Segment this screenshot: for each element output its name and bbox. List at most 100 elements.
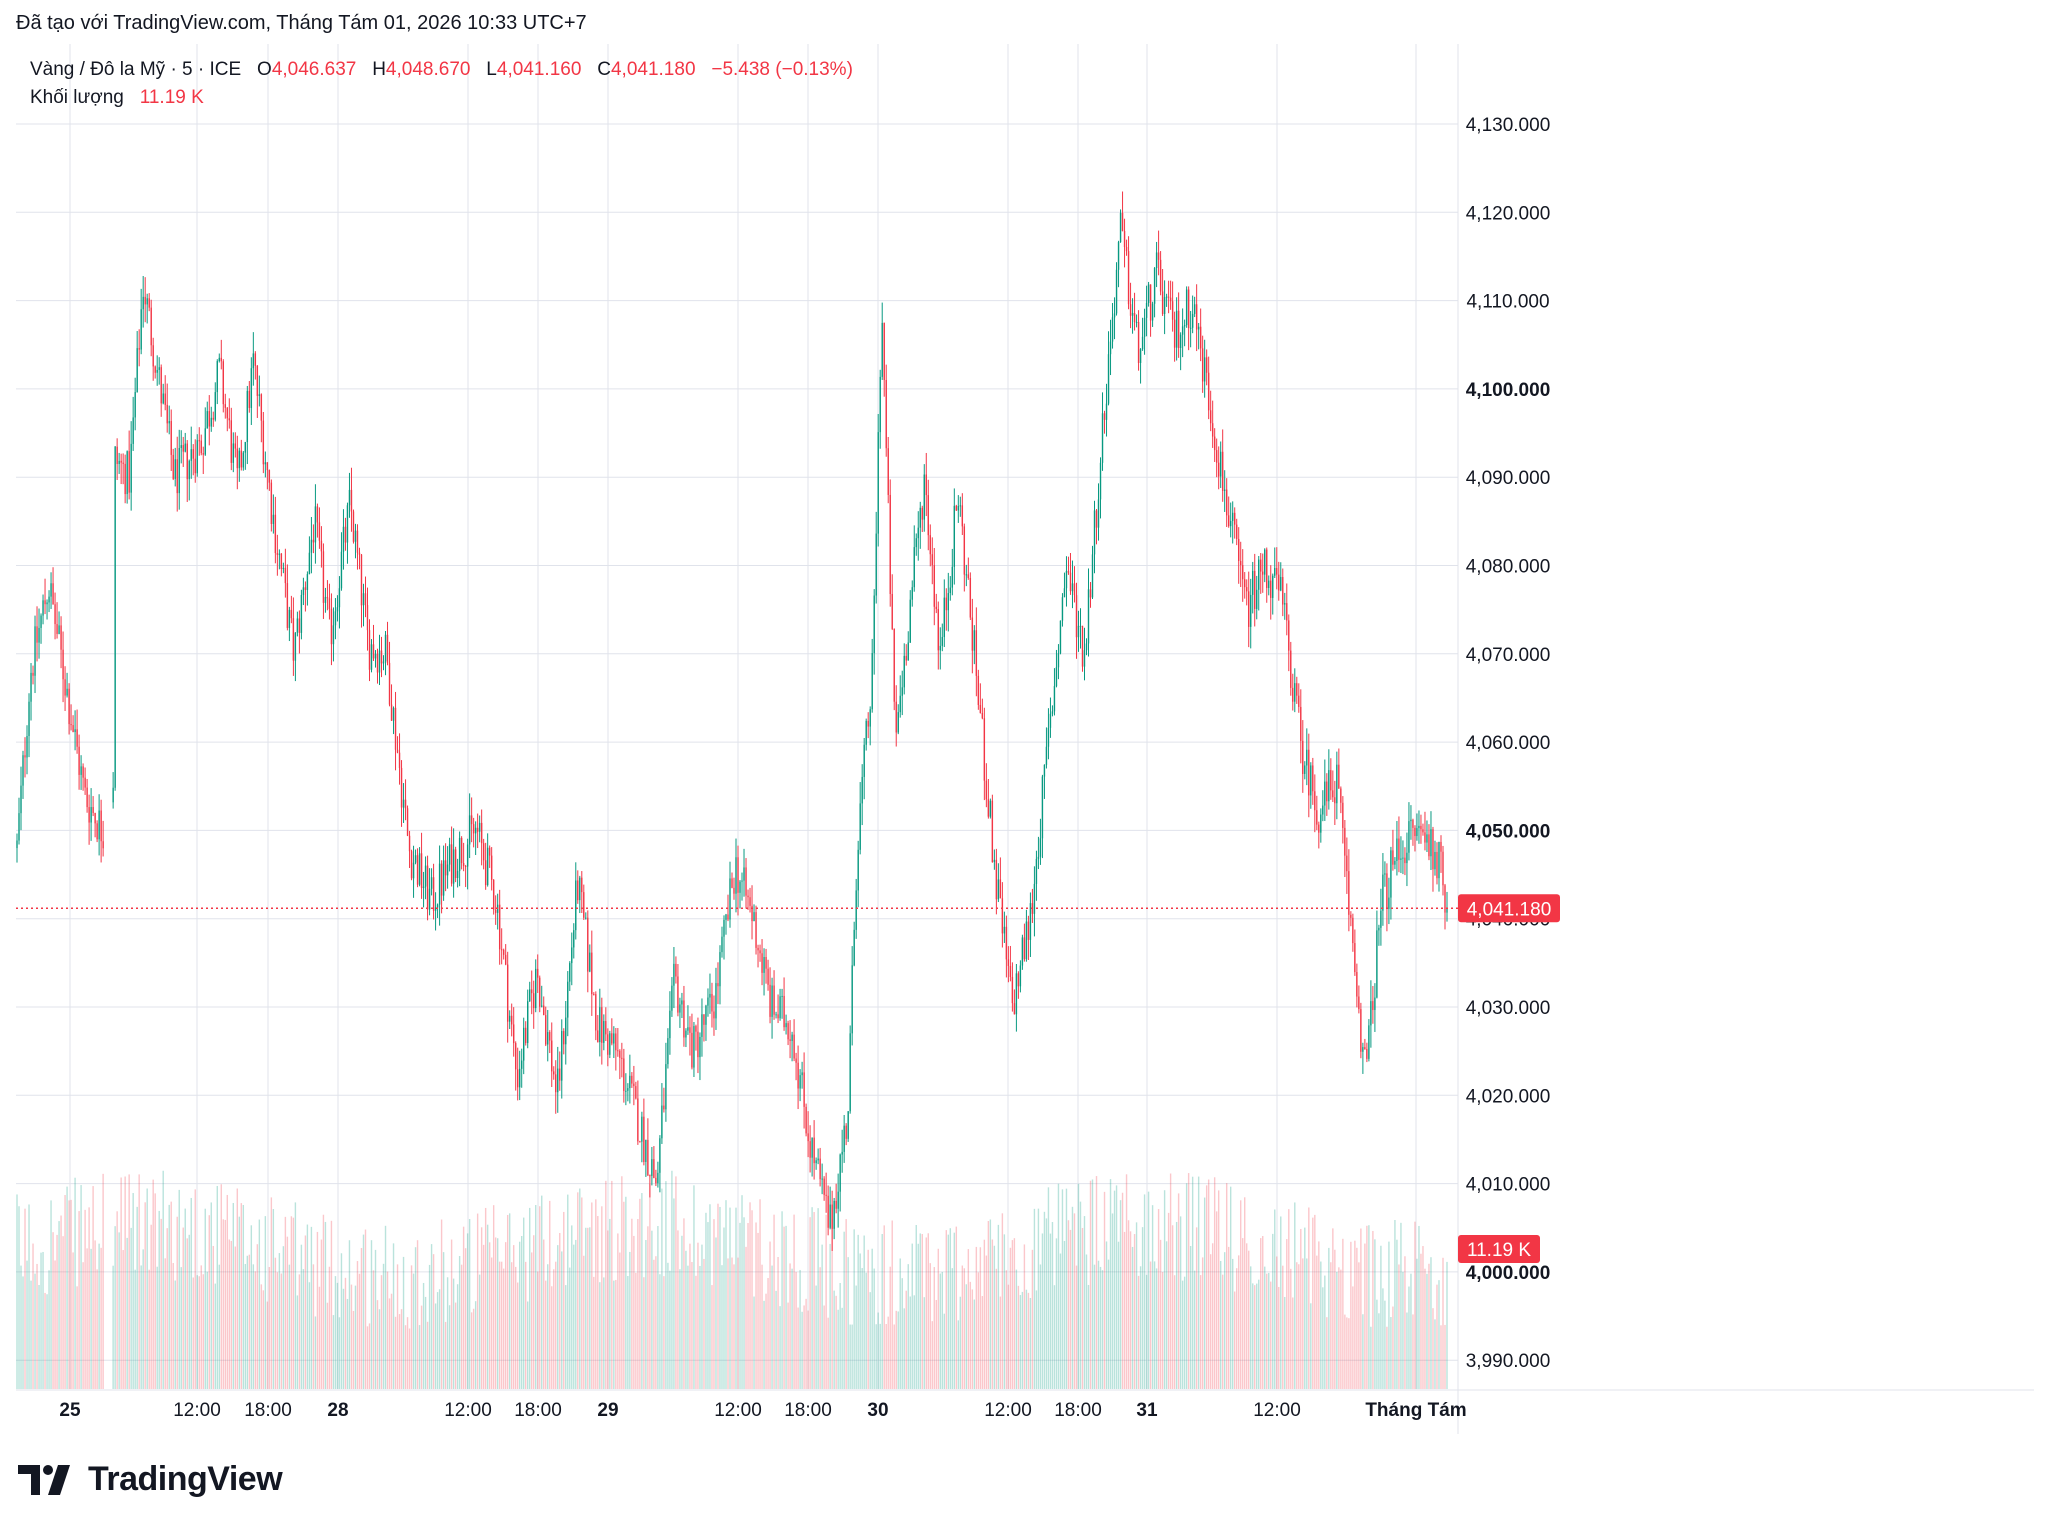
volume-bar <box>352 1310 355 1389</box>
candle <box>384 631 387 676</box>
legend-high-value: 4,048.670 <box>385 59 471 80</box>
candle-body <box>883 322 885 381</box>
candle-body <box>855 890 857 930</box>
candle-body <box>1436 851 1438 879</box>
candle <box>446 846 449 889</box>
candle-body <box>1063 588 1066 598</box>
candle <box>1246 579 1248 606</box>
candle <box>254 351 257 380</box>
volume-bar <box>140 1265 142 1389</box>
volume-bar <box>512 1245 515 1389</box>
candle <box>1238 527 1240 584</box>
volume-bar <box>282 1246 285 1389</box>
candle <box>1298 683 1300 713</box>
candle <box>316 503 319 538</box>
candle-body <box>1332 790 1334 798</box>
candle <box>891 574 893 631</box>
candle <box>553 1066 555 1080</box>
volume-bar <box>1157 1209 1160 1389</box>
candle <box>174 447 176 487</box>
candle <box>478 815 481 843</box>
volume-bar <box>695 1275 697 1389</box>
volume-bar <box>458 1256 461 1389</box>
volume-bar <box>1360 1228 1362 1389</box>
legend-symbol[interactable]: Vàng / Đô la Mỹ · 5 · ICE <box>30 59 242 80</box>
volume-bar <box>126 1237 128 1389</box>
volume-bar <box>446 1277 449 1389</box>
volume-bar <box>1396 1239 1398 1389</box>
volume-bar <box>623 1201 625 1389</box>
volume-bar <box>659 1274 661 1389</box>
candle-body <box>1203 357 1206 382</box>
volume-bar <box>500 1261 503 1389</box>
candle-body <box>1225 489 1228 516</box>
candle <box>963 523 966 592</box>
candle <box>1332 770 1334 803</box>
candle <box>1434 840 1436 876</box>
candle <box>945 588 948 631</box>
candle-body <box>498 904 501 950</box>
candle <box>1386 863 1388 932</box>
x-tick-label: 12:00 <box>984 1400 1032 1421</box>
candle-body <box>1145 302 1148 318</box>
candle-body <box>1296 683 1298 696</box>
candle-body <box>1027 921 1030 940</box>
candle <box>1282 568 1284 617</box>
candle-body <box>1181 326 1184 335</box>
volume-bar <box>1286 1239 1288 1389</box>
volume-label[interactable]: Khối lượng <box>30 87 124 108</box>
candle-body <box>276 553 279 555</box>
candle <box>819 1147 821 1187</box>
candlestick-chart[interactable]: 4,130.0004,120.0004,110.0004,100.0004,09… <box>16 44 2034 1434</box>
x-tick-label: 25 <box>59 1400 81 1421</box>
candle <box>959 496 962 517</box>
candle <box>302 577 305 606</box>
candle <box>521 1048 523 1088</box>
candle <box>789 1020 791 1059</box>
volume-bar <box>344 1277 347 1389</box>
candle <box>589 944 591 973</box>
candle-body <box>398 752 401 768</box>
volume-bar <box>1268 1272 1270 1389</box>
candle <box>865 718 867 751</box>
candle-body <box>1238 538 1240 561</box>
candle-body <box>793 1034 795 1059</box>
candle <box>1364 1038 1366 1050</box>
candle <box>1211 400 1214 448</box>
candle <box>44 578 46 615</box>
candle <box>659 1135 661 1193</box>
candle <box>917 511 919 561</box>
candle-body <box>1408 821 1410 853</box>
candle <box>1296 676 1298 704</box>
volume-bar <box>1344 1314 1346 1389</box>
candle <box>1133 292 1136 331</box>
candle <box>1007 946 1010 983</box>
candle <box>1003 911 1006 943</box>
candle <box>270 479 273 532</box>
candle <box>1312 757 1314 805</box>
candle-body <box>1378 927 1380 931</box>
candle <box>1137 310 1140 371</box>
candle-body <box>26 736 28 758</box>
volume-bar <box>863 1235 865 1389</box>
candle <box>1129 282 1132 329</box>
volume-bar <box>1324 1275 1326 1389</box>
candle <box>1432 826 1434 892</box>
candle-body <box>841 1151 843 1155</box>
last-price-tag: 4,041.180 <box>1458 894 1560 923</box>
candle-body <box>629 1075 631 1089</box>
volume-bar <box>817 1208 819 1389</box>
volume-bar <box>855 1285 857 1389</box>
candle <box>543 996 545 1016</box>
candle <box>1143 308 1146 355</box>
brand[interactable]: TradingView <box>18 1460 283 1499</box>
volume-bar <box>1430 1257 1432 1389</box>
candle-body <box>699 1036 701 1058</box>
y-tick-label: 4,060.000 <box>1466 733 1551 754</box>
candle-body <box>366 605 369 631</box>
candle <box>1213 428 1216 462</box>
chart-frame[interactable]: 4,130.000 4,120.000 4,110.000 4,100.000 4,09… <box>16 44 2034 1434</box>
candle <box>675 956 677 984</box>
candle-body <box>721 936 723 953</box>
candle <box>779 988 781 1021</box>
